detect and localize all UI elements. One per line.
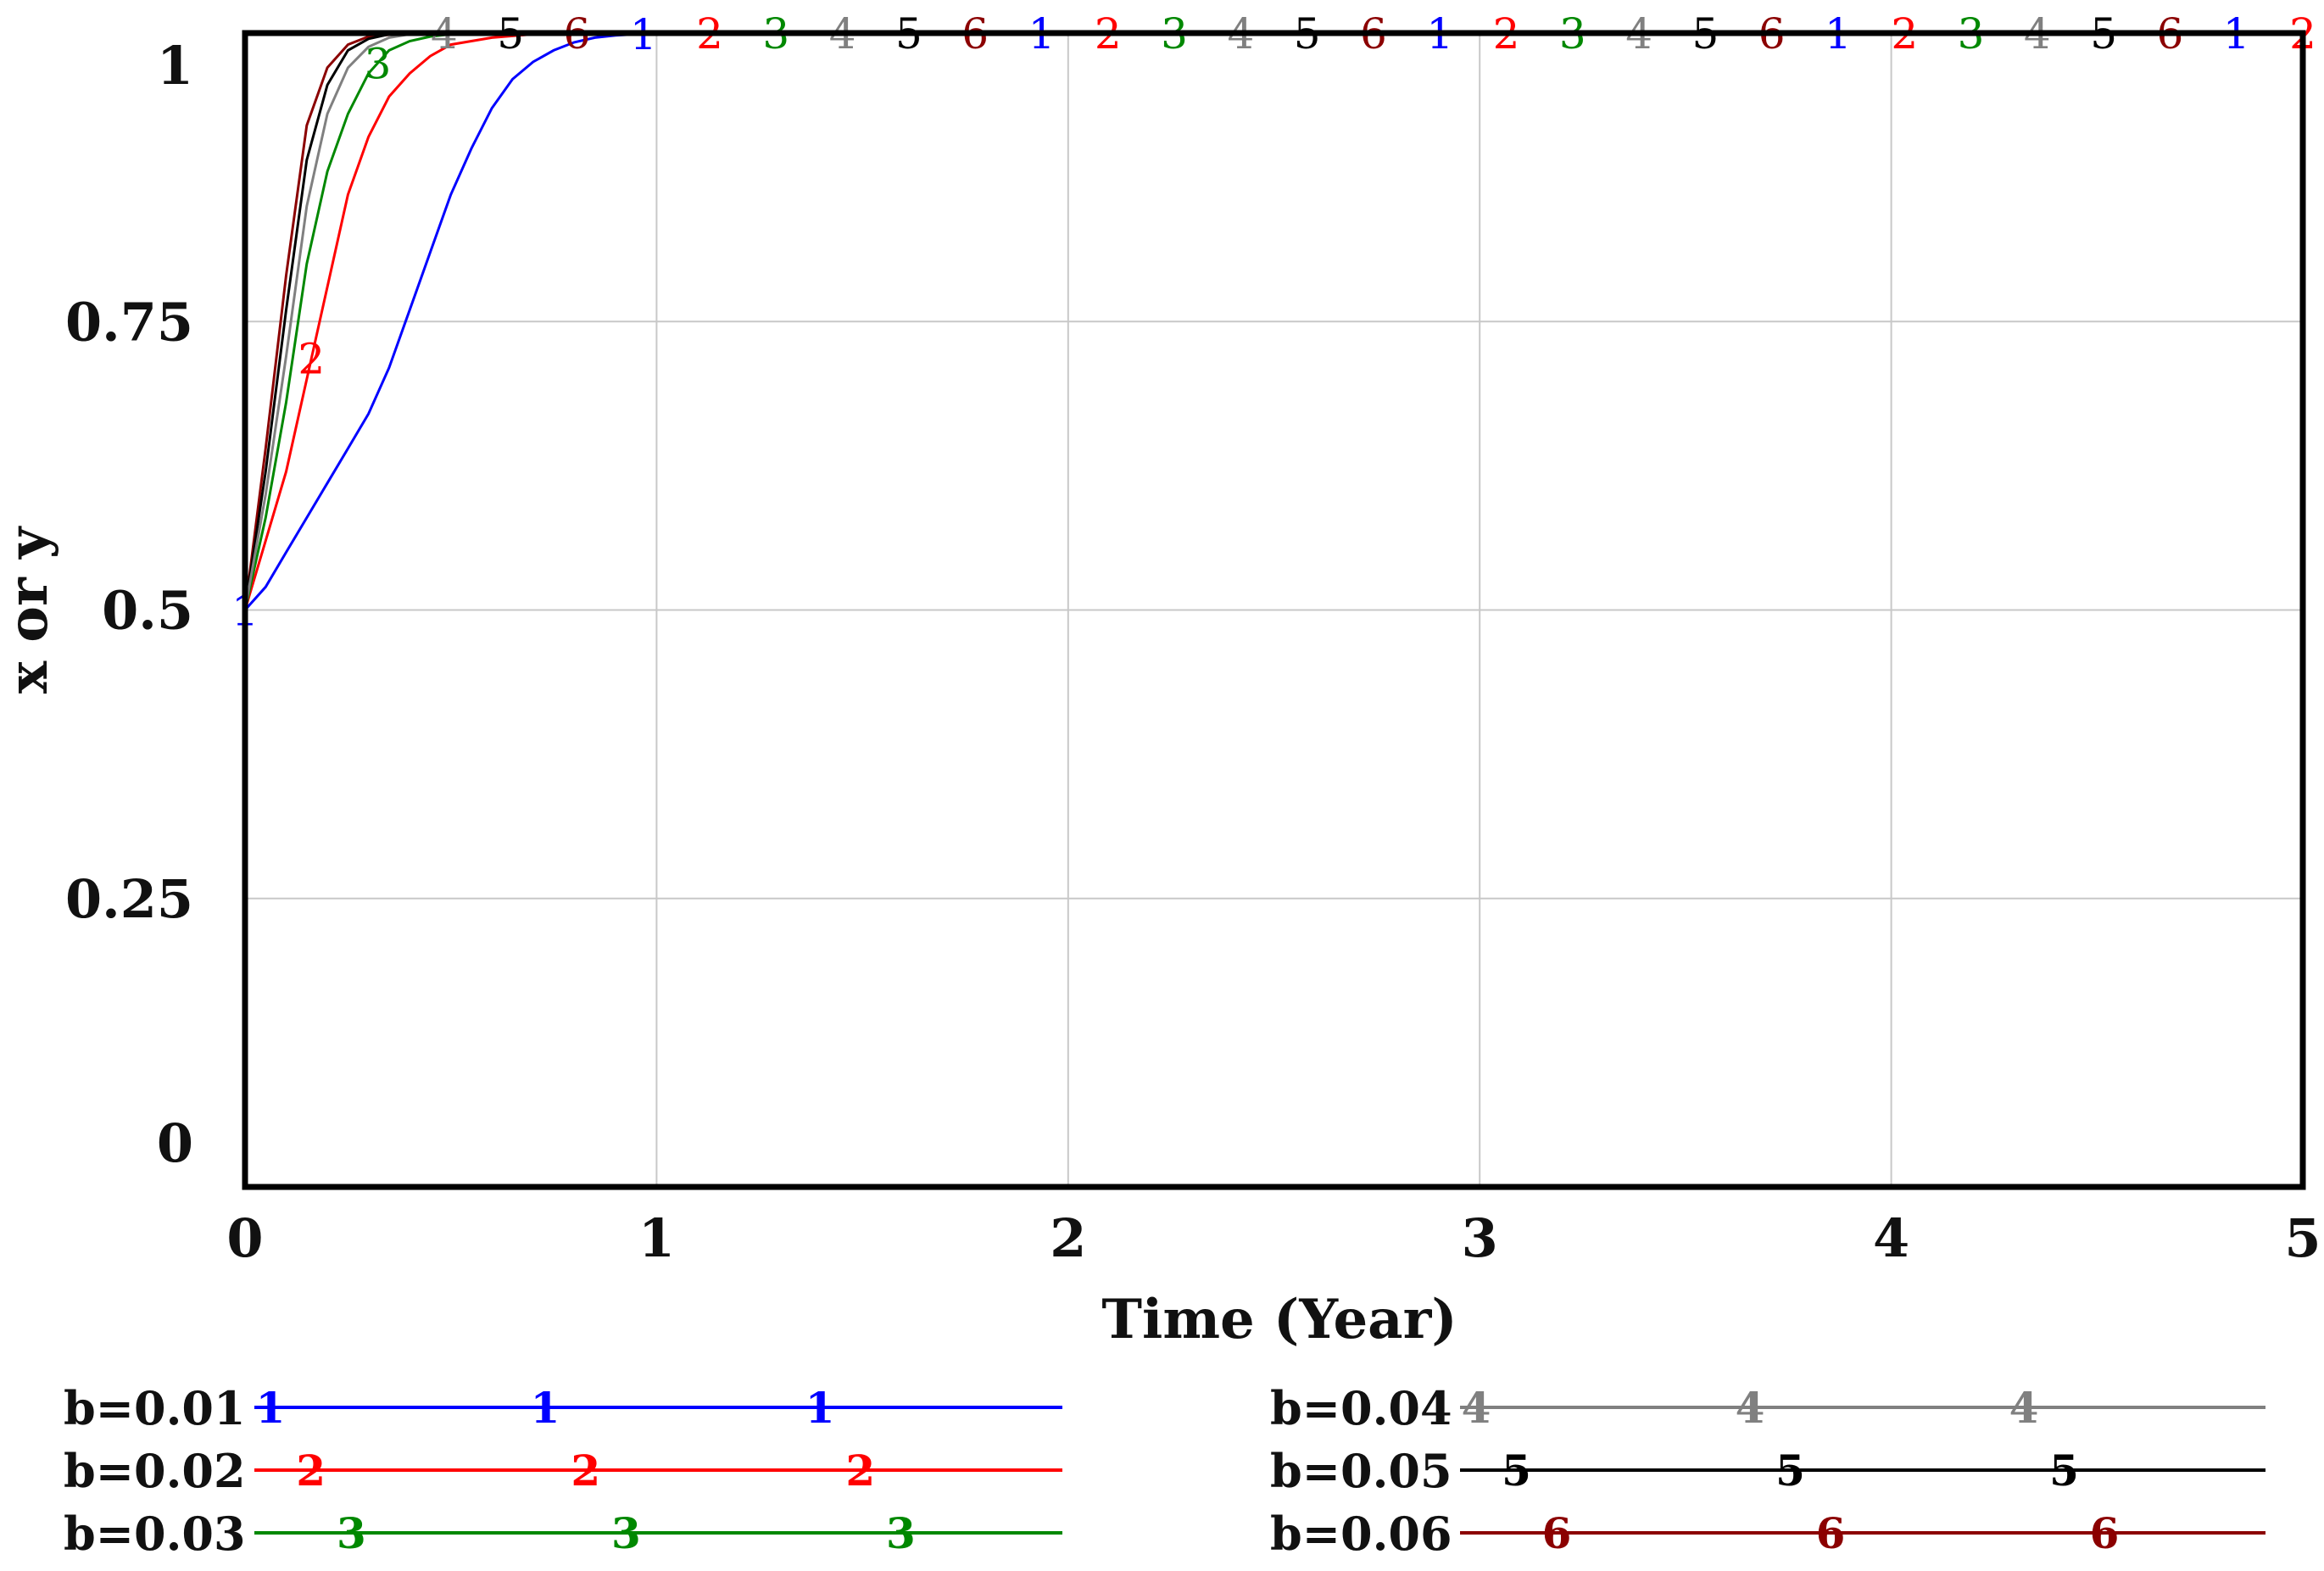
legend-marker: 3: [337, 1508, 366, 1558]
series-marker-2: 2: [298, 335, 325, 384]
x-tick-label: 3: [1462, 1207, 1498, 1269]
legend-label: b=0.05: [1270, 1444, 1452, 1498]
legend-item-6: b=0.06 6 6 6: [1270, 1507, 2265, 1561]
legend-marker: 4: [1462, 1383, 1491, 1433]
legend-marker: 5: [1502, 1446, 1531, 1496]
x-tick-label: 0: [226, 1207, 263, 1269]
legend-label: b=0.04: [1270, 1381, 1452, 1435]
plot-frame: [242, 30, 2306, 1190]
legend-item-4: b=0.04 4 4 4: [1270, 1381, 2265, 1435]
legend-marker: 6: [1816, 1508, 1846, 1558]
y-tick-label: 0.25: [65, 868, 193, 930]
legend-marker: 5: [1775, 1446, 1805, 1496]
tick-labels: 0 1 2 3 4 5 0 0.25 0.5 0.75 1: [65, 35, 2321, 1269]
legend-item-5: b=0.05 5 5 5: [1270, 1444, 2265, 1498]
legend-marker: 4: [1736, 1383, 1765, 1433]
legend-marker: 3: [611, 1508, 641, 1558]
series-marker-3: 3: [365, 39, 392, 88]
legend-marker: 1: [256, 1383, 286, 1433]
legend: b=0.01 1 1 1b=0.02 2 2 2b=0.03 3 3 3b=0.04 4 4 4b=0.…: [64, 1381, 2265, 1561]
legend-label: b=0.06: [1270, 1507, 1452, 1561]
y-tick-label: 1: [157, 35, 193, 97]
legend-marker: 5: [2049, 1446, 2079, 1496]
legend-item-2: b=0.02 2 2 2: [64, 1444, 1062, 1498]
x-tick-label: 5: [2284, 1207, 2321, 1269]
legend-marker: 1: [805, 1383, 835, 1433]
legend-marker: 2: [296, 1446, 326, 1496]
legend-label: b=0.02: [64, 1444, 246, 1498]
y-tick-label: 0.5: [102, 580, 193, 642]
x-tick-label: 2: [1050, 1207, 1086, 1269]
legend-item-3: b=0.03 3 3 3: [64, 1507, 1062, 1561]
gridlines: [245, 33, 2303, 1187]
series-line-1: [243, 31, 2303, 611]
x-tick-label: 1: [638, 1207, 675, 1269]
x-tick-label: 4: [1873, 1207, 1909, 1269]
legend-marker: 2: [845, 1446, 875, 1496]
legend-label: b=0.01: [64, 1381, 246, 1435]
y-tick-label: 0: [157, 1112, 193, 1174]
x-axis-label: Time (Year): [1101, 1288, 1457, 1351]
legend-label: b=0.03: [64, 1507, 246, 1561]
legend-marker: 6: [2090, 1508, 2120, 1558]
legend-marker: 4: [2009, 1383, 2039, 1433]
legend-marker: 1: [531, 1383, 560, 1433]
y-axis-label: x or y: [0, 526, 60, 694]
legend-marker: 3: [886, 1508, 916, 1558]
legend-marker: 2: [571, 1446, 600, 1496]
legend-item-1: b=0.01 1 1 1: [64, 1381, 1062, 1435]
legend-marker: 6: [1542, 1508, 1572, 1558]
y-tick-label: 0.75: [65, 291, 193, 353]
